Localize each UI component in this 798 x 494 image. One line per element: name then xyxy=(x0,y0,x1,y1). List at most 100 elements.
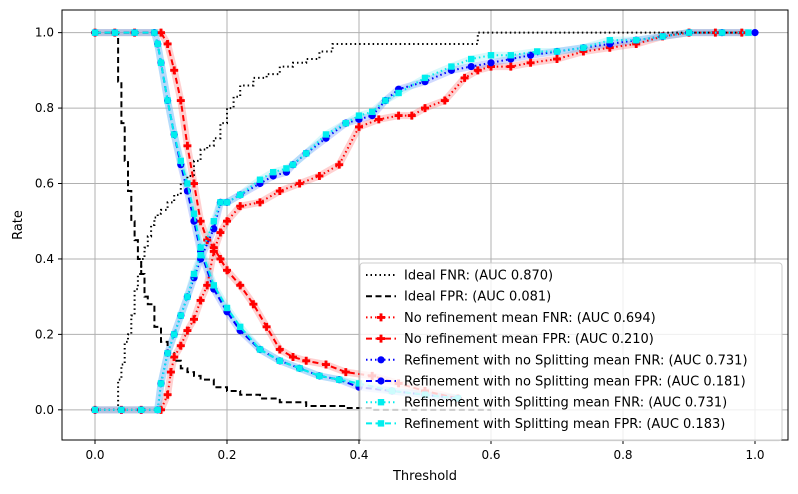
data-point xyxy=(196,217,205,226)
data-point xyxy=(302,356,311,365)
series-2 xyxy=(95,31,491,411)
data-point xyxy=(210,282,217,289)
series-7 xyxy=(91,29,752,414)
legend-entry: No refinement mean FNR: (AUC 0.694) xyxy=(366,311,656,326)
data-point xyxy=(197,251,204,259)
confidence-band xyxy=(91,29,752,414)
data-point xyxy=(111,29,118,36)
data-point xyxy=(131,29,138,36)
series-line xyxy=(95,31,742,411)
data-point xyxy=(223,266,231,275)
data-point xyxy=(606,36,613,44)
data-point xyxy=(448,63,455,70)
data-point xyxy=(176,96,185,105)
x-axis-label: Threshold xyxy=(392,469,457,484)
ticks: 0.0 0.2 0.4 0.6 0.8 1.0 0.0 0.2 0.4 0.6 0.8 1.0 xyxy=(35,26,765,462)
data-point xyxy=(487,62,495,71)
data-point xyxy=(203,281,212,290)
data-point xyxy=(209,243,218,252)
data-point xyxy=(163,390,172,399)
data-point xyxy=(177,312,184,319)
data-point xyxy=(421,74,429,82)
data-point xyxy=(467,62,475,71)
legend-label: Refinement with no Splitting mean FPR: (… xyxy=(404,375,746,390)
data-point xyxy=(341,368,350,377)
data-point xyxy=(154,406,161,414)
data-point xyxy=(210,218,217,225)
legend-entry: No refinement mean FPR: (AUC 0.210) xyxy=(366,332,654,347)
series-line xyxy=(95,31,491,411)
y-axis-label: Rate xyxy=(11,210,26,240)
legend-label: Refinement with no Splitting mean FNR: (… xyxy=(404,353,748,368)
data-point xyxy=(659,33,666,40)
data-point xyxy=(157,59,165,67)
data-point xyxy=(216,254,225,263)
data-point xyxy=(270,168,277,176)
data-point xyxy=(553,48,561,55)
legend-label: No refinement mean FNR: (AUC 0.694) xyxy=(404,311,656,326)
x-tick-label: 0.6 xyxy=(481,448,500,462)
data-point xyxy=(262,322,271,331)
data-point xyxy=(718,29,726,36)
data-point xyxy=(553,55,561,64)
confidence-band xyxy=(91,29,759,414)
data-point xyxy=(296,365,303,372)
data-point xyxy=(395,89,402,97)
data-point xyxy=(177,157,184,165)
data-point xyxy=(236,281,245,290)
x-tick-label: 0.4 xyxy=(349,448,368,462)
data-point xyxy=(190,179,198,188)
legend-entry: Ideal FPR: (AUC 0.081) xyxy=(366,290,551,305)
data-point xyxy=(203,236,212,245)
data-point xyxy=(460,73,469,82)
data-point xyxy=(526,58,535,67)
x-tick-label: 1.0 xyxy=(745,448,764,462)
legend-label: Ideal FNR: (AUC 0.870) xyxy=(404,269,553,284)
data-point xyxy=(355,380,363,387)
y-tick-label: 0.6 xyxy=(35,177,54,191)
data-point xyxy=(377,313,385,322)
data-point xyxy=(163,39,172,48)
data-point xyxy=(685,29,693,36)
data-point xyxy=(295,179,304,188)
legend-entry: Refinement with no Splitting mean FNR: (… xyxy=(366,353,748,368)
data-point xyxy=(138,406,145,414)
data-point xyxy=(164,97,171,104)
data-point xyxy=(579,47,588,56)
data-point xyxy=(157,380,165,387)
data-point xyxy=(377,377,385,385)
data-point xyxy=(256,346,264,353)
data-point xyxy=(170,353,179,362)
x-tick-label: 0.2 xyxy=(217,448,236,462)
data-point xyxy=(316,372,323,380)
data-point xyxy=(745,29,752,36)
data-point xyxy=(336,376,343,383)
legend-label: Ideal FPR: (AUC 0.081) xyxy=(404,290,551,305)
data-point xyxy=(184,293,191,300)
y-tick-label: 1.0 xyxy=(35,26,54,40)
data-point xyxy=(157,28,165,37)
x-tick-label: 0.8 xyxy=(613,448,632,462)
data-point xyxy=(217,199,224,206)
data-point xyxy=(289,161,297,168)
data-point xyxy=(183,326,192,335)
legend-label: No refinement mean FPR: (AUC 0.210) xyxy=(404,332,654,347)
data-point xyxy=(223,217,231,226)
data-point xyxy=(164,350,171,357)
data-point xyxy=(171,331,178,338)
data-point xyxy=(210,225,218,233)
data-point xyxy=(190,315,198,324)
legend-frame xyxy=(359,262,783,442)
data-point xyxy=(737,28,746,37)
data-point xyxy=(377,334,385,343)
data-point xyxy=(421,104,429,113)
data-point xyxy=(506,62,515,71)
data-point xyxy=(170,66,179,75)
legend-entry: Refinement with Splitting mean FPR: (AUC… xyxy=(366,417,725,432)
data-point xyxy=(487,59,495,67)
legend-label: Refinement with Splitting mean FNR: (AUC… xyxy=(404,396,727,411)
data-point xyxy=(183,141,192,150)
data-point xyxy=(154,40,161,48)
data-point xyxy=(473,66,482,75)
